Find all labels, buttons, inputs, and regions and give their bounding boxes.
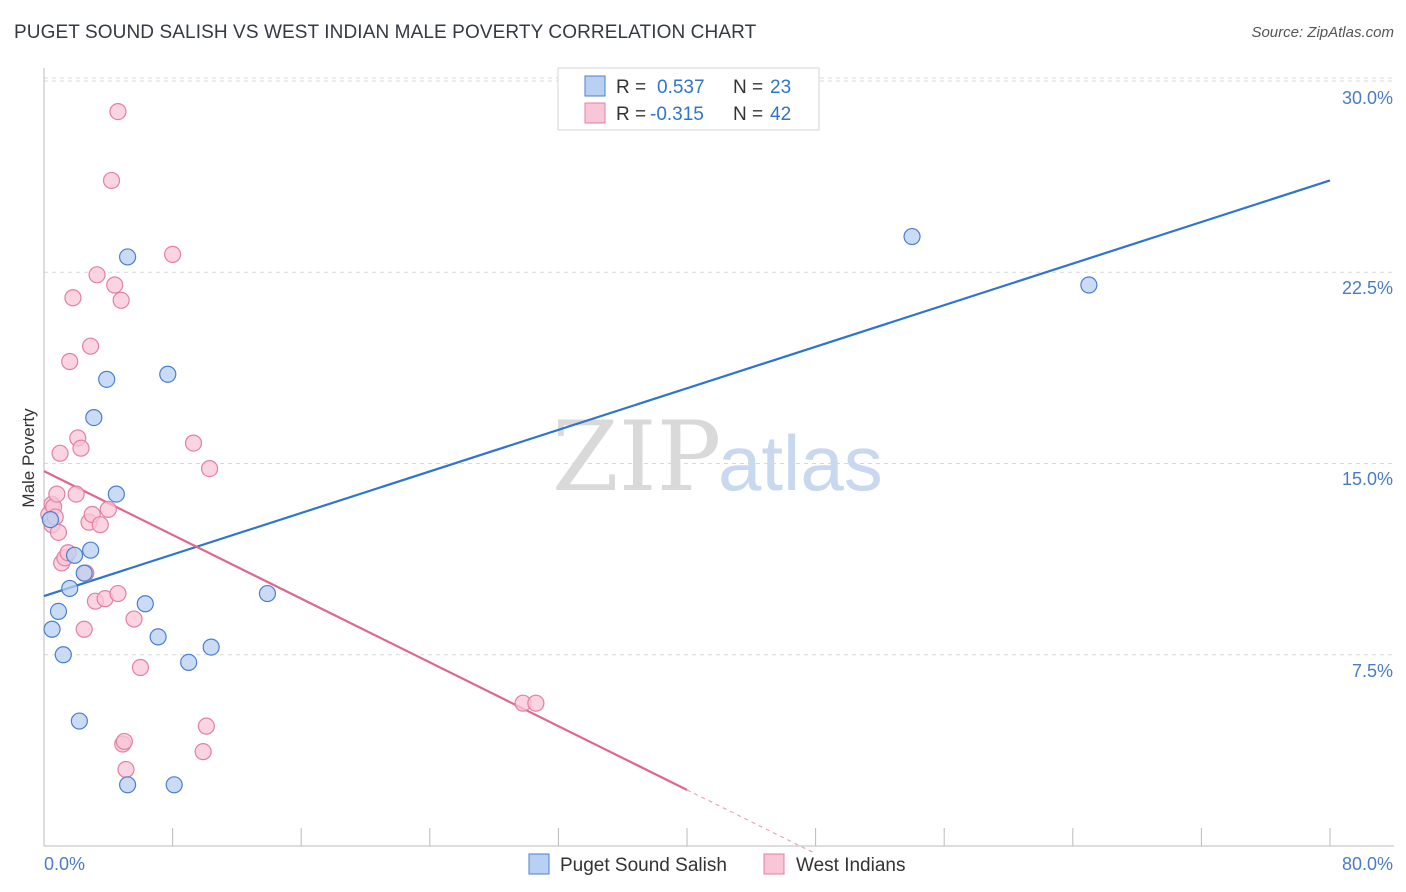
trend-line-west-indians [43,470,688,791]
watermark-atlas: atlas [718,419,883,507]
legend-swatch-pink [584,102,606,124]
legend-n-label-1: N = [733,77,763,98]
legend-series-name-1: Puget Sound Salish [560,855,727,876]
point-west-indians-28 [109,102,127,121]
source-label: Source: ZipAtlas.com [1251,24,1394,41]
point-west-indians-7 [51,444,69,462]
legend-series-name-2: West Indians [796,855,905,876]
point-puget-sound-salish-19 [202,638,220,656]
point-west-indians-32 [115,732,133,751]
legend-r-value-1: 0.537 [657,77,705,98]
point-puget-sound-salish-1 [43,620,61,638]
x-tick-label-max: 80.0% [1342,854,1393,874]
point-puget-sound-salish-15 [149,628,167,646]
point-puget-sound-salish-4 [61,579,79,598]
legend-n-value-2: 42 [770,104,791,125]
point-west-indians-36 [164,245,182,263]
legend-series-swatch-blue [528,853,550,875]
point-west-indians-40 [200,460,219,478]
data-points [40,102,1098,794]
watermark-zip: ZIP [552,401,721,513]
legend-n-value-1: 23 [770,77,791,98]
y-tick-label-7.5: 7.5% [1352,661,1393,681]
legend-r-label-2: R = [616,104,646,125]
point-puget-sound-salish-9 [85,409,103,427]
watermark: ZIP atlas [552,401,883,513]
point-west-indians-16 [75,620,93,638]
point-west-indians-19 [82,337,100,355]
point-west-indians-27 [106,276,124,294]
point-west-indians-25 [99,500,117,518]
point-west-indians-23 [91,516,109,534]
point-puget-sound-salish-16 [159,365,177,383]
y-tick-label-30: 30.0% [1342,88,1393,108]
point-west-indians-42 [527,694,545,712]
tick-labels: 0.0% 80.0% 7.5% 15.0% 22.5% 30.0% [44,88,1393,874]
trend-line-west-indians-extension [686,789,816,855]
point-west-indians-33 [117,760,135,779]
point-west-indians-6 [49,523,68,541]
point-west-indians-22 [88,266,106,284]
point-puget-sound-salish-12 [118,248,137,266]
y-axis-title: Male Poverty [19,408,38,508]
legend-series-swatch-pink [763,853,785,875]
point-west-indians-29 [109,584,127,603]
point-west-indians-37 [184,434,203,452]
point-puget-sound-salish-18 [180,653,198,672]
legend-swatch-blue [584,75,606,97]
point-puget-sound-salish-22 [1080,276,1098,294]
point-puget-sound-salish-13 [118,776,137,794]
point-west-indians-13 [67,485,85,503]
legend-r-label-1: R = [616,77,646,98]
point-puget-sound-salish-10 [98,370,116,388]
trend-lines [43,179,1331,855]
point-west-indians-11 [61,352,79,371]
trend-line-puget-sound-salish [43,179,1331,598]
point-puget-sound-salish-14 [136,595,154,613]
point-west-indians-26 [102,171,121,190]
y-tick-label-22.5: 22.5% [1342,278,1393,298]
gridlines [44,77,1394,656]
point-puget-sound-salish-8 [82,541,100,559]
point-puget-sound-salish-7 [75,564,93,582]
chart-title: PUGET SOUND SALISH VS WEST INDIAN MALE P… [14,22,757,43]
point-west-indians-35 [131,658,150,677]
point-west-indians-34 [125,610,143,628]
point-puget-sound-salish-2 [49,602,68,621]
axes [43,68,1394,847]
point-west-indians-12 [64,289,82,307]
point-puget-sound-salish-20 [258,584,277,603]
point-puget-sound-salish-11 [107,485,125,503]
x-tick-label-min: 0.0% [44,854,85,874]
point-puget-sound-salish-0 [41,510,60,529]
point-puget-sound-salish-3 [54,646,72,664]
point-puget-sound-salish-6 [70,712,88,730]
legend-series: Puget Sound Salish West Indians [528,853,905,876]
point-puget-sound-salish-21 [903,227,921,246]
point-puget-sound-salish-17 [165,776,183,794]
y-tick-label-15: 15.0% [1342,469,1393,489]
legend-r-value-2: -0.315 [650,104,704,125]
legend-n-label-2: N = [733,104,763,125]
legend-stats: R = 0.537 N = 23 R = -0.315 N = 42 [557,67,820,131]
point-puget-sound-salish-5 [65,546,84,564]
point-west-indians-39 [197,717,215,735]
point-west-indians-5 [48,485,66,503]
point-west-indians-15 [72,439,90,457]
point-west-indians-38 [194,743,212,761]
point-west-indians-30 [112,291,130,309]
